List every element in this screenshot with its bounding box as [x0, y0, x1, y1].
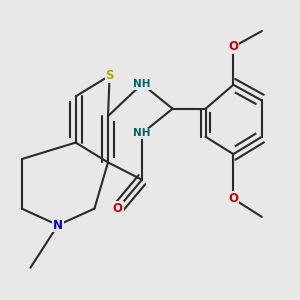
Text: NH: NH: [133, 79, 151, 89]
Text: NH: NH: [133, 128, 151, 139]
Text: O: O: [228, 192, 239, 205]
Text: S: S: [105, 69, 114, 82]
Text: N: N: [53, 219, 63, 232]
Text: O: O: [113, 202, 123, 215]
Text: O: O: [228, 40, 239, 53]
